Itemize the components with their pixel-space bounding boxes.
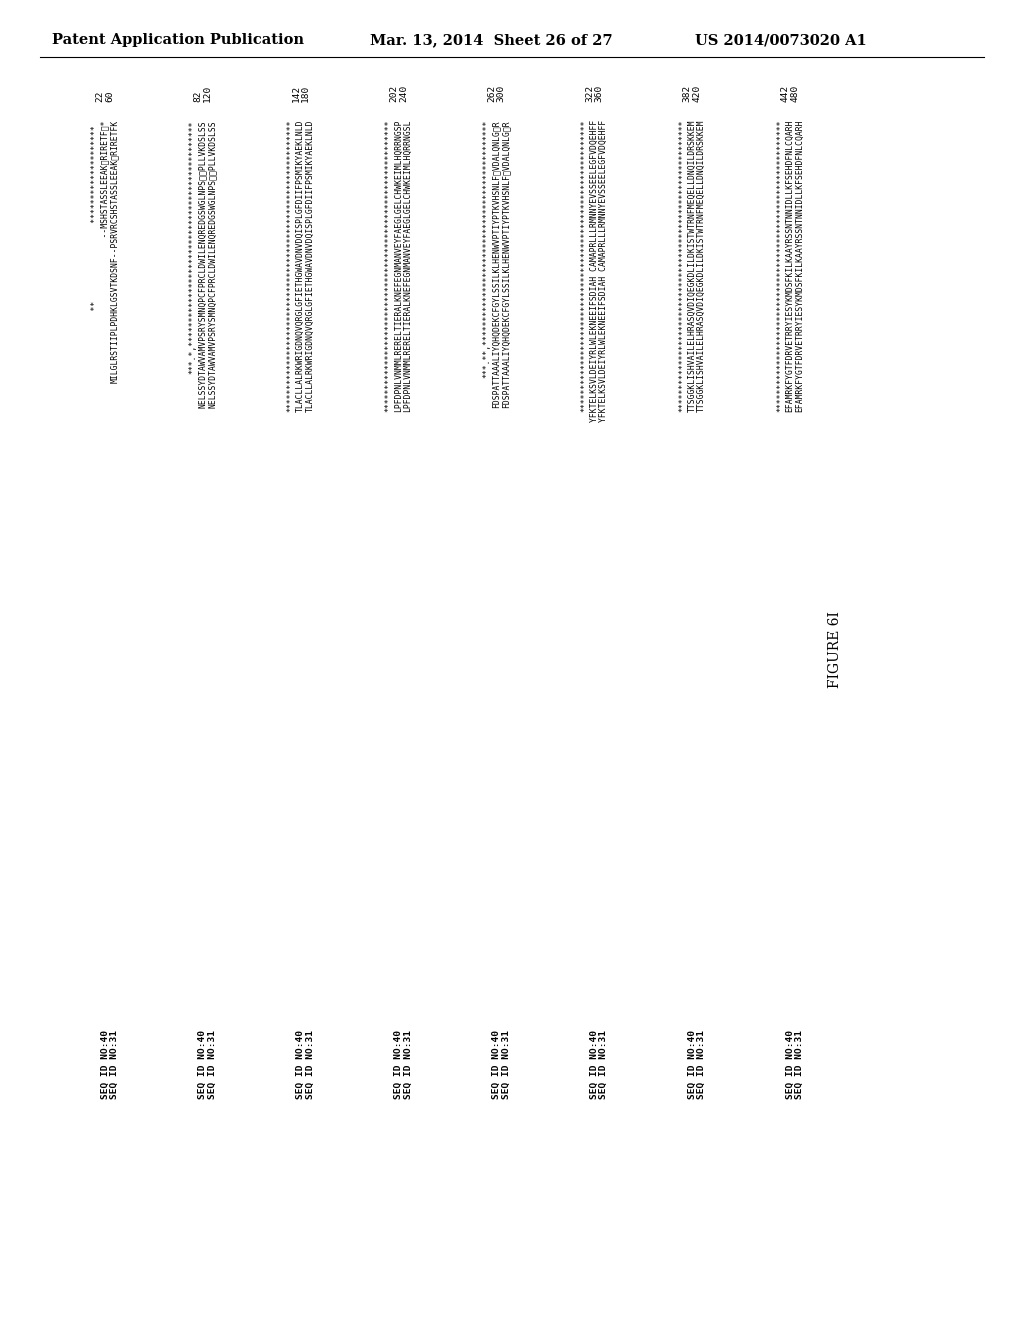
Text: EFAMRKFYGTFDRVETRRYIESYKMDSFKILKAAYRSSNTNNIDLLKFSEHDFNLCQARH: EFAMRKFYGTFDRVETRRYIESYKMDSFKILKAAYRSSNT… [785,120,795,412]
Text: FDSPATTAAALIYQHQDEKCFGYLSSILKLHENWVPTIYPTKVHSNLFⒶVDALQNLGⒶR: FDSPATTAAALIYQHQDEKCFGYLSSILKLHENWVPTIYP… [502,120,510,408]
Text: TLACLLALRKWRIGDNQVQRGLGFIETHGWAVDNVDQISPLGFDIIFPSMIKYAEKLNLD: TLACLLALRKWRIGDNQVQRGLGFIETHGWAVDNVDQISP… [306,120,314,412]
Text: SEQ ID NO:31: SEQ ID NO:31 [110,1030,119,1100]
Text: SEQ ID NO:31: SEQ ID NO:31 [208,1030,217,1100]
Text: ************************************************************: ****************************************… [678,120,687,412]
Text: SEQ ID NO:31: SEQ ID NO:31 [599,1030,608,1100]
Text: 480: 480 [791,84,800,102]
Text: 22: 22 [96,91,104,102]
Text: LPFDPNLVNMMLRERELTIERALKNEFEGNMANVEYFAEGLGELCHWKEIMLHQRRNGSP: LPFDPNLVNMMLRERELTIERALKNEFEGNMANVEYFAEG… [394,120,403,412]
Text: SEQ ID NO:40: SEQ ID NO:40 [394,1030,403,1100]
Text: 322: 322 [585,84,594,102]
Text: SEQ ID NO:40: SEQ ID NO:40 [688,1030,696,1100]
Text: SEQ ID NO:40: SEQ ID NO:40 [492,1030,501,1100]
Text: --MSHSTASSLEEAKⒶRIRETFⒶ*: --MSHSTASSLEEAKⒶRIRETFⒶ* [100,120,110,374]
Text: SEQ ID NO:31: SEQ ID NO:31 [502,1030,510,1100]
Text: SEQ ID NO:31: SEQ ID NO:31 [403,1030,413,1100]
Text: 442: 442 [780,84,790,102]
Text: 262: 262 [487,84,497,102]
Text: SEQ ID NO:40: SEQ ID NO:40 [100,1030,110,1100]
Text: US 2014/0073020 A1: US 2014/0073020 A1 [695,33,866,48]
Text: 300: 300 [497,84,506,102]
Text: 82: 82 [194,91,203,102]
Text: YFKTELKSVLDEIYRLWLEKNEEIFSDIAH CAMAPRLLLRMNNYEVSSEELEGFVDQEHFF: YFKTELKSVLDEIYRLWLEKNEEIFSDIAH CAMAPRLLL… [590,120,599,422]
Text: FIGURE 6I: FIGURE 6I [828,611,842,689]
Text: ************************************************************: ****************************************… [385,120,393,412]
Text: ***.**,**********************************************: ***.**,*********************************… [482,120,492,379]
Text: SEQ ID NO:40: SEQ ID NO:40 [785,1030,795,1100]
Text: ***.*,**********************************************: ***.*,**********************************… [188,120,198,374]
Text: LPFDPNLVNMMLRERELTIERALKNEFEGNMANVEYFAEGLGELCHWKEIMLHQRRNGSL: LPFDPNLVNMMLRERELTIERALKNEFEGNMANVEYFAEG… [403,120,413,412]
Text: NELSSYDTAWVAMVPSRYSMNQPCFPRCLDWILENQREDGSWGLNPSⒶⒶPLLVKDSLSS: NELSSYDTAWVAMVPSRYSMNQPCFPRCLDWILENQREDG… [208,120,217,408]
Text: **                ********************: ** ******************** [91,120,100,446]
Text: 180: 180 [301,84,310,102]
Text: ************************************************************: ****************************************… [287,120,296,412]
Text: 120: 120 [203,84,212,102]
Text: 60: 60 [105,91,115,102]
Text: SEQ ID NO:31: SEQ ID NO:31 [697,1030,707,1100]
Text: ************************************************************: ****************************************… [776,120,785,412]
Text: NELSSYDTAWVAMVPSRYSMNQPCFPRCLDWILENQREDGSWGLNPSⒶⒶPLLVKDSLSS: NELSSYDTAWVAMVPSRYSMNQPCFPRCLDWILENQREDG… [199,120,207,408]
Text: MILGLRSTIIPLPDHKLGSVTKDSNF--PSRVRCSHSTASSLEEAKⒶRIRETFK: MILGLRSTIIPLPDHKLGSVTKDSNF--PSRVRCSHSTAS… [110,120,119,383]
Text: FDSPATTAAALIYQHQDEKCFGYLSSILKLHENWVPTIYPTKVHSNLFⒶVDALQNLGⒶR: FDSPATTAAALIYQHQDEKCFGYLSSILKLHENWVPTIYP… [492,120,501,408]
Text: Patent Application Publication: Patent Application Publication [52,33,304,48]
Text: EFAMRKFYGTFDRVETRRYIESYKMDSFKILKAAYRSSNTNNIDLLKFSEHDFNLCQARH: EFAMRKFYGTFDRVETRRYIESYKMDSFKILKAAYRSSNT… [795,120,804,412]
Text: SEQ ID NO:31: SEQ ID NO:31 [306,1030,314,1100]
Text: SEQ ID NO:40: SEQ ID NO:40 [296,1030,305,1100]
Text: SEQ ID NO:40: SEQ ID NO:40 [199,1030,207,1100]
Text: 202: 202 [389,84,398,102]
Text: SEQ ID NO:31: SEQ ID NO:31 [795,1030,804,1100]
Text: 142: 142 [292,84,300,102]
Text: SEQ ID NO:40: SEQ ID NO:40 [590,1030,599,1100]
Text: 420: 420 [692,84,701,102]
Text: TLACLLALRKWRIGDNQVQRGLGFIETHGWAVDNVDQISPLGFDIIFPSMIKYAEKLNLD: TLACLLALRKWRIGDNQVQRGLGFIETHGWAVDNVDQISP… [296,120,305,412]
Text: TTSGGKLISHVAILELHRASQVDIQEGKDLILDKISTWTRNFMEQELLDNQILDRSKKEM: TTSGGKLISHVAILELHRASQVDIQEGKDLILDKISTWTR… [688,120,696,412]
Text: TTSGGKLISHVAILELHRASQVDIQEGKDLILDKISTWTRNFMEQELLDNQILDRSKKEM: TTSGGKLISHVAILELHRASQVDIQEGKDLILDKISTWTR… [697,120,707,412]
Text: YFKTELKSVLDEIYRLWLEKNEEIFSDIAH CAMAPRLLLRMNNYEVSSEELEGFVDQEHFF: YFKTELKSVLDEIYRLWLEKNEEIFSDIAH CAMAPRLLL… [599,120,608,422]
Text: ************************************************************: ****************************************… [581,120,589,412]
Text: Mar. 13, 2014  Sheet 26 of 27: Mar. 13, 2014 Sheet 26 of 27 [370,33,612,48]
Text: 240: 240 [398,84,408,102]
Text: 382: 382 [683,84,692,102]
Text: 360: 360 [595,84,603,102]
